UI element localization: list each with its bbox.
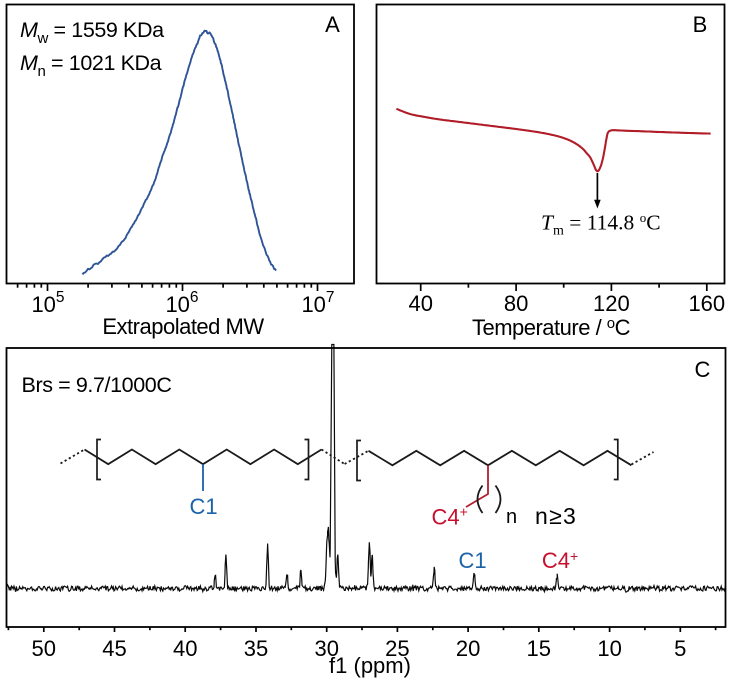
svg-text:15: 15 [527,636,551,661]
svg-text:30: 30 [314,636,338,661]
svg-text:Temperature / oC: Temperature / oC [472,315,631,340]
svg-text:45: 45 [102,636,126,661]
svg-text:120: 120 [593,291,630,316]
svg-text:A: A [325,12,340,37]
svg-text:B: B [693,12,708,37]
svg-text:C1: C1 [458,548,486,573]
svg-text:35: 35 [244,636,268,661]
svg-text:C1: C1 [189,494,217,519]
svg-text:106: 106 [165,289,198,317]
svg-text:f1 (ppm): f1 (ppm) [329,653,411,678]
svg-text:20: 20 [456,636,480,661]
svg-text:40: 40 [408,291,432,316]
svg-text:80: 80 [504,291,528,316]
svg-text:25: 25 [385,636,409,661]
svg-text:n≥3: n≥3 [535,503,577,529]
svg-text:C: C [695,357,711,382]
svg-text:10: 10 [597,636,621,661]
svg-text:40: 40 [173,636,197,661]
svg-text:Brs = 9.7/1000C: Brs = 9.7/1000C [22,373,172,397]
svg-text:Extrapolated MW: Extrapolated MW [102,314,264,339]
svg-text:n: n [506,506,517,528]
svg-text:160: 160 [688,291,725,316]
svg-text:5: 5 [674,636,686,661]
svg-text:50: 50 [32,636,56,661]
svg-text:Mn = 1021 KDa: Mn = 1021 KDa [20,51,162,80]
svg-text:Tm = 114.8 oC: Tm = 114.8 oC [541,210,661,239]
svg-text:Mw = 1559 KDa: Mw = 1559 KDa [20,18,164,47]
